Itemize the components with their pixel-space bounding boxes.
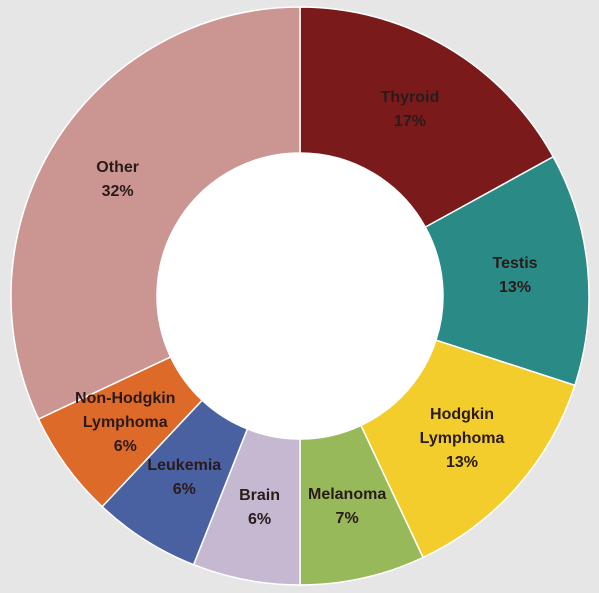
value-label: 13% <box>445 453 479 471</box>
slice-label: Thyroid 17% <box>381 86 440 134</box>
slice-label: Non-Hodgkin Lymphoma 6% <box>43 387 208 459</box>
slice-label: Testis 13% <box>493 252 538 300</box>
value-label: 13% <box>499 278 532 296</box>
category-label: Thyroid <box>380 89 440 107</box>
category-label: Hodgkin Lymphoma <box>419 405 505 447</box>
value-label: 6% <box>172 481 196 499</box>
category-label: Other <box>96 159 139 177</box>
category-label: Leukemia <box>147 457 222 475</box>
slice-label: Brain 6% <box>239 484 280 532</box>
category-label: Testis <box>492 254 538 272</box>
slice-label: Other 32% <box>96 156 139 204</box>
value-label: 32% <box>101 183 134 201</box>
slice-label: Melanoma 7% <box>308 483 386 531</box>
value-label: 7% <box>335 509 359 527</box>
slice-label: Hodgkin Lymphoma 13% <box>394 403 531 475</box>
donut-hole <box>157 153 443 439</box>
slice-label: Leukemia 6% <box>147 454 221 502</box>
value-label: 6% <box>113 437 137 455</box>
category-label: Non-Hodgkin Lymphoma <box>75 389 176 431</box>
category-label: Melanoma <box>307 485 387 503</box>
value-label: 6% <box>247 511 272 529</box>
category-label: Brain <box>239 487 280 505</box>
value-label: 17% <box>393 113 426 131</box>
